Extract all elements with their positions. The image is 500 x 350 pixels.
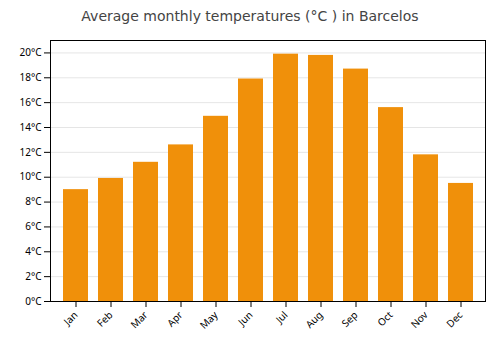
svg-text:2°C: 2°C xyxy=(25,269,42,283)
svg-text:16°C: 16°C xyxy=(19,95,42,109)
svg-text:6°C: 6°C xyxy=(25,219,42,233)
svg-text:Dec: Dec xyxy=(443,308,466,331)
svg-text:0°C: 0°C xyxy=(25,294,42,308)
svg-text:May: May xyxy=(196,307,221,332)
svg-text:Jul: Jul xyxy=(272,308,291,327)
svg-text:Mar: Mar xyxy=(127,308,150,331)
svg-text:14°C: 14°C xyxy=(19,120,42,134)
svg-text:18°C: 18°C xyxy=(19,70,42,84)
svg-text:Jun: Jun xyxy=(234,308,255,329)
svg-text:Sep: Sep xyxy=(338,308,360,330)
svg-text:12°C: 12°C xyxy=(19,145,42,159)
svg-text:10°C: 10°C xyxy=(19,169,42,183)
svg-text:Feb: Feb xyxy=(93,308,115,330)
svg-text:Oct: Oct xyxy=(374,308,396,330)
html-text:Average monthly temperatures (: Average monthly temperatures (°C ) in Ba… xyxy=(81,8,419,24)
svg-text:Jan: Jan xyxy=(60,308,81,329)
svg-text:20°C: 20°C xyxy=(19,45,42,59)
svg-text:8°C: 8°C xyxy=(25,194,42,208)
svg-text:Aug: Aug xyxy=(302,308,325,331)
svg-text:Apr: Apr xyxy=(164,308,186,330)
svg-text:Nov: Nov xyxy=(407,307,431,331)
svg-text:4°C: 4°C xyxy=(25,244,42,258)
